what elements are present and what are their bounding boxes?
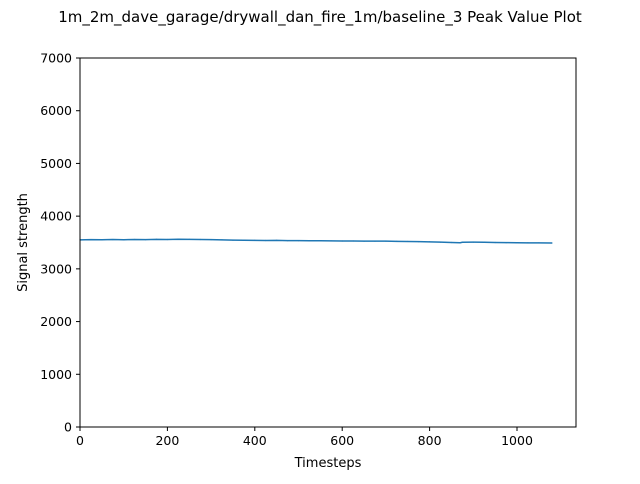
data-point: [459, 242, 461, 244]
y-tick-label: 3000: [40, 261, 72, 276]
data-point: [221, 239, 223, 241]
data-point: [341, 240, 343, 242]
data-point: [123, 239, 125, 241]
data-point: [155, 238, 158, 240]
data-point: [527, 242, 529, 244]
y-axis-ticks: 0 1000 2000 3000 4000 5000 6000 7000: [40, 51, 80, 435]
x-axis-label: Timesteps: [294, 456, 362, 471]
data-point: [450, 241, 453, 244]
data-point: [134, 238, 136, 241]
data-point: [505, 242, 507, 244]
data-point: [319, 240, 321, 242]
data-point: [418, 241, 420, 243]
data-point: [363, 240, 365, 242]
plot-area-frame: [79, 57, 577, 428]
data-point: [243, 239, 245, 241]
data-point: [166, 238, 169, 241]
y-tick-label: 0: [64, 420, 72, 435]
chart-title: 1m_2m_dave_garage/drywall_dan_fire_1m/ba…: [58, 8, 582, 27]
data-point: [90, 239, 92, 241]
data-point: [286, 240, 289, 242]
data-point: [407, 240, 409, 243]
x-tick-label: 1000: [501, 433, 533, 448]
data-point: [210, 239, 212, 241]
y-axis-label: Signal strength: [16, 193, 31, 292]
x-tick-label: 0: [76, 433, 84, 448]
x-axis-ticks: 0 200 400 600 800 1000: [76, 427, 533, 448]
data-point: [385, 240, 387, 242]
data-point: [330, 240, 332, 242]
data-point: [276, 239, 278, 241]
y-tick-label: 2000: [40, 314, 72, 329]
x-tick-label: 600: [330, 433, 354, 448]
data-point: [461, 241, 463, 243]
x-tick-label: 200: [155, 433, 179, 448]
data-point: [396, 240, 398, 242]
data-point: [265, 239, 267, 242]
data-point: [472, 241, 474, 243]
x-tick-label: 400: [243, 433, 267, 448]
data-point: [494, 241, 496, 244]
y-tick-label: 6000: [40, 103, 72, 118]
data-point: [112, 238, 114, 241]
data-point: [232, 239, 234, 241]
data-point: [188, 238, 190, 240]
y-tick-label: 4000: [40, 209, 72, 224]
data-point: [308, 240, 311, 242]
data-point: [352, 240, 354, 242]
data-point: [199, 238, 201, 241]
y-tick-label: 5000: [40, 156, 72, 171]
data-point: [538, 242, 540, 244]
data-point: [254, 239, 256, 241]
data-point: [516, 242, 518, 244]
data-point: [177, 238, 179, 240]
series-line: [79, 238, 552, 244]
data-point: [374, 240, 376, 242]
series-layer: [79, 238, 553, 244]
x-tick-label: 800: [418, 433, 442, 448]
data-point: [429, 241, 431, 243]
data-point: [297, 240, 300, 242]
data-point: [551, 242, 553, 244]
y-tick-label: 1000: [40, 367, 72, 382]
data-point: [101, 239, 103, 241]
data-point: [144, 239, 147, 241]
data-point: [483, 241, 485, 243]
y-tick-label: 7000: [40, 51, 72, 66]
data-point: [439, 241, 442, 243]
